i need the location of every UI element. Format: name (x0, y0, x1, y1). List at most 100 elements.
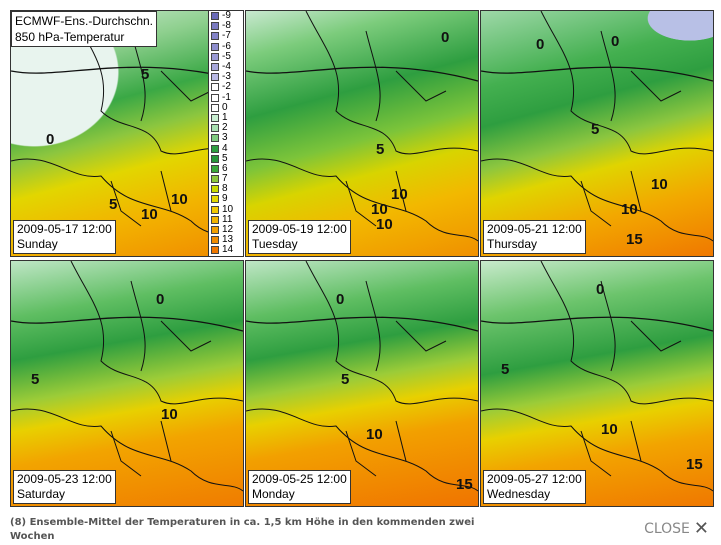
legend-value: 14 (222, 244, 234, 256)
legend-item: 10 (209, 203, 243, 215)
legend-value: -4 (222, 61, 231, 73)
contour-label: 0 (611, 33, 620, 50)
legend-swatch (211, 236, 219, 245)
legend-item: 8 (209, 184, 243, 194)
forecast-map-panel: 0 0 5 10 10 15 2009-05-21 12:00 Thursday (480, 10, 714, 257)
legend-swatch (211, 215, 219, 224)
forecast-datetime: 2009-05-25 12:00 (252, 472, 347, 486)
forecast-map-panel: 0 5 10 10 10 2009-05-19 12:00 Tuesday (245, 10, 479, 257)
forecast-day: Thursday (487, 237, 538, 251)
contour-label: 0 (441, 29, 450, 46)
legend-item: 11 (209, 214, 243, 225)
legend-value: -2 (222, 81, 231, 93)
contour-label: 10 (376, 216, 393, 233)
coastline-lines (481, 261, 713, 492)
legend-swatch (211, 226, 219, 235)
close-label: CLOSE (644, 520, 690, 537)
legend-item: 14 (209, 245, 243, 255)
contour-label: 5 (31, 371, 40, 388)
legend-swatch (211, 205, 219, 214)
forecast-day: Saturday (17, 487, 66, 501)
date-stamp: 2009-05-21 12:00 Thursday (483, 220, 586, 254)
contour-label: 5 (591, 121, 600, 138)
close-button[interactable]: CLOSE ✕ (644, 518, 709, 539)
contour-label: 0 (536, 36, 545, 53)
legend-value: -1 (222, 91, 231, 103)
model-name: ECMWF-Ens.-Durchschn. (15, 14, 154, 28)
legend-item: 5 (209, 152, 243, 164)
contour-label: 10 (141, 206, 158, 223)
legend-value: 4 (222, 142, 228, 154)
legend-swatch (211, 12, 219, 21)
date-stamp: 2009-05-19 12:00 Tuesday (248, 220, 351, 254)
forecast-datetime: 2009-05-21 12:00 (487, 222, 582, 236)
legend-item: 4 (209, 143, 243, 153)
legend-swatch (211, 185, 219, 194)
legend-item: -8 (209, 21, 243, 31)
forecast-datetime: 2009-05-23 12:00 (17, 472, 112, 486)
legend-item: 9 (209, 194, 243, 204)
color-legend: -9 -8 -7 -6 -5 -4 -3 -2 -1 0 1 2 3 4 5 6 7 8 9 10 11 12 13 14 (208, 11, 243, 256)
legend-swatch (211, 42, 219, 51)
forecast-day: Sunday (17, 237, 58, 251)
contour-label: 5 (141, 66, 150, 83)
legend-value: -8 (222, 20, 231, 32)
legend-item: -4 (209, 62, 243, 72)
legend-value: 7 (222, 173, 228, 185)
contour-label: 10 (601, 421, 618, 438)
forecast-day: Tuesday (252, 237, 298, 251)
legend-swatch (211, 83, 219, 92)
contour-label: 10 (621, 201, 638, 218)
legend-value: 1 (222, 111, 228, 123)
legend-swatch (211, 144, 219, 153)
legend-swatch (211, 113, 219, 122)
legend-value: -3 (222, 71, 231, 83)
coastline-lines (11, 11, 243, 242)
variable-name: 850 hPa-Temperatur (15, 30, 125, 44)
legend-value: -5 (222, 50, 231, 62)
temperature-map (481, 261, 713, 506)
legend-item: 0 (209, 101, 243, 113)
legend-value: 6 (222, 162, 228, 174)
legend-value: -9 (222, 10, 231, 22)
forecast-map-panel: 0 5 10 15 2009-05-25 12:00 Monday (245, 260, 479, 507)
legend-swatch (211, 93, 219, 102)
forecast-datetime: 2009-05-19 12:00 (252, 222, 347, 236)
contour-label: 0 (46, 131, 55, 148)
legend-item: -6 (209, 41, 243, 52)
legend-value: 12 (222, 224, 234, 236)
contour-label: 15 (456, 476, 473, 493)
legend-value: 3 (222, 132, 228, 144)
legend-value: 10 (222, 203, 234, 215)
contour-label: 0 (336, 291, 345, 308)
temperature-map (11, 11, 243, 256)
legend-item: 13 (209, 235, 243, 245)
legend-item: -1 (209, 91, 243, 103)
legend-value: 9 (222, 193, 228, 205)
legend-swatch (211, 22, 219, 31)
legend-swatch (211, 246, 219, 255)
temperature-map (11, 261, 243, 506)
legend-swatch (211, 154, 219, 163)
contour-label: 15 (686, 456, 703, 473)
legend-value: 5 (222, 152, 228, 164)
legend-item: -9 (209, 11, 243, 21)
legend-value: -7 (222, 30, 231, 42)
date-stamp: 2009-05-27 12:00 Wednesday (483, 470, 586, 504)
coastline-lines (246, 11, 478, 242)
contour-label: 10 (161, 406, 178, 423)
forecast-map-panel: 0 5 10 2009-05-23 12:00 Saturday (10, 260, 244, 507)
legend-item: 12 (209, 225, 243, 235)
legend-swatch (211, 103, 219, 112)
contour-label: 5 (341, 371, 350, 388)
legend-value: 0 (222, 101, 228, 113)
legend-swatch (211, 52, 219, 61)
map-title: ECMWF-Ens.-Durchschn. 850 hPa-Temperatur (11, 11, 158, 47)
temperature-map (246, 261, 478, 506)
coastline-lines (11, 261, 243, 492)
contour-label: 10 (371, 201, 388, 218)
temperature-map (481, 11, 713, 256)
legend-swatch (211, 73, 219, 82)
legend-value: 8 (222, 183, 228, 195)
forecast-day: Monday (252, 487, 295, 501)
